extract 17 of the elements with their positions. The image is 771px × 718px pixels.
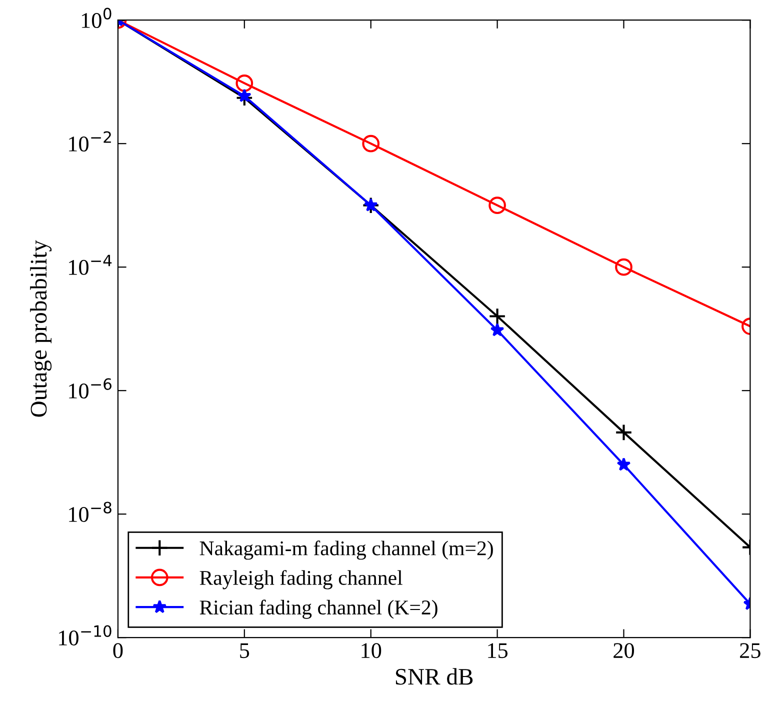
y-tick-label: 10$^{−8}$ — [69, 502, 112, 522]
x-tick-label: 20 — [614, 643, 634, 658]
y-tick-label: 10$^{−2}$ — [69, 131, 111, 152]
y-tick-label: 10$^{−6}$ — [69, 378, 112, 398]
x-tick-label: 10 — [362, 643, 382, 658]
legend-label: Rician fading channel (K=2) — [200, 600, 438, 619]
x-axis-title: SNR dB — [396, 668, 473, 685]
x-tick-label: 25 — [740, 643, 760, 658]
y-tick-label: 10$^{−10}$ — [59, 625, 112, 646]
x-tick-label: 0 — [113, 643, 123, 658]
y-tick-label: 10$^{0}$ — [82, 8, 112, 28]
legend-label: Rayleigh fading channel — [200, 570, 402, 590]
y-axis-title: Outage probability — [30, 240, 52, 417]
y-tick-label: 10$^{−4}$ — [69, 254, 112, 275]
x-tick-label: 15 — [488, 643, 508, 658]
legend-label: Nakagami-m fading channel (m=2) — [200, 540, 493, 560]
x-tick-label: 5 — [240, 643, 250, 658]
